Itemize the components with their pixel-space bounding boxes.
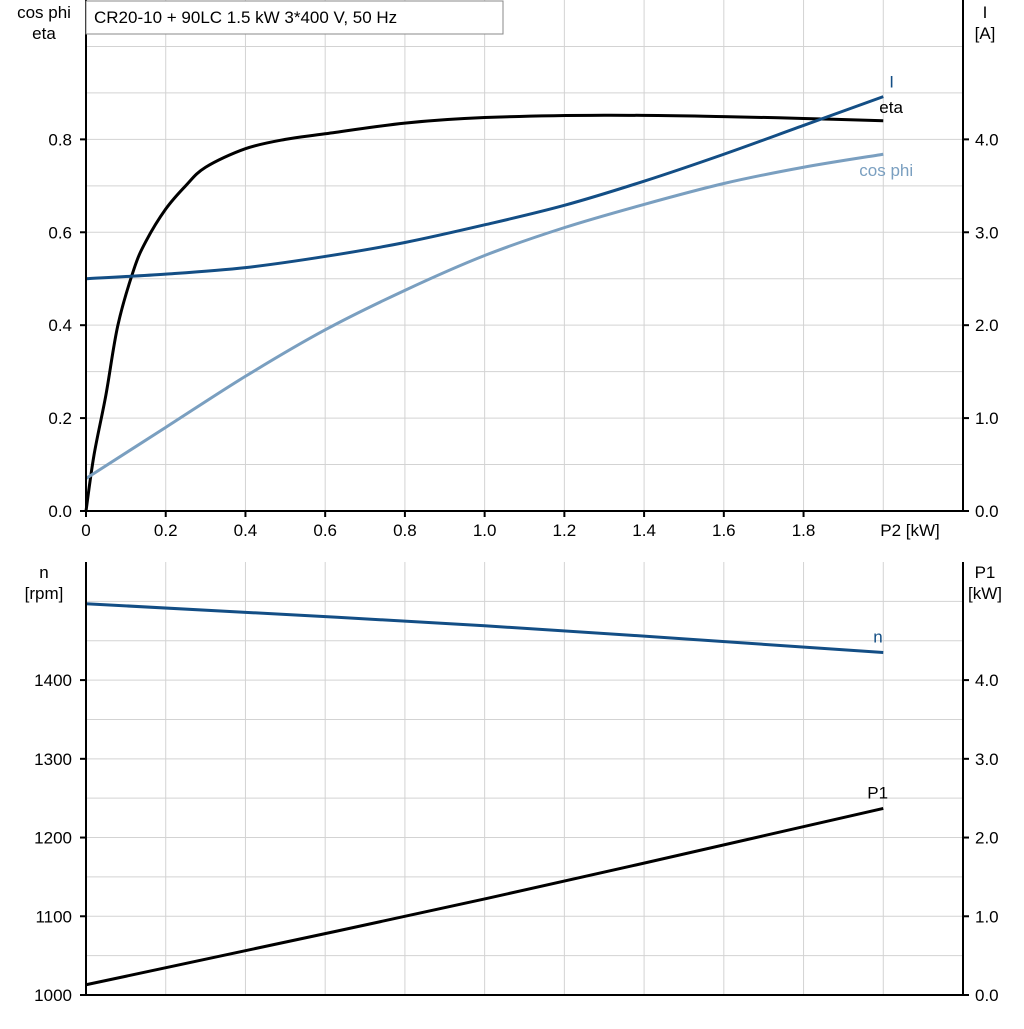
x-tick-label: 1.2 <box>553 521 577 540</box>
series-line-i <box>85 95 884 281</box>
right-tick-label: 2.0 <box>975 829 999 848</box>
left-axis-label: cos phi <box>17 3 71 22</box>
right-tick-label: 1.0 <box>975 907 999 926</box>
x-tick-label: 0 <box>81 521 90 540</box>
series-line-eta <box>84 113 884 512</box>
left-tick-label: 1400 <box>34 671 72 690</box>
series-label-p1: P1 <box>867 783 888 802</box>
left-tick-label: 0.4 <box>48 316 72 335</box>
left-tick-label: 0.8 <box>48 130 72 149</box>
series-label-cos-phi: cos phi <box>859 161 913 180</box>
left-tick-label: 1300 <box>34 750 72 769</box>
right-tick-label: 0.0 <box>975 502 999 521</box>
right-tick-label: 1.0 <box>975 409 999 428</box>
x-tick-label: 0.6 <box>313 521 337 540</box>
x-tick-label: 1.6 <box>712 521 736 540</box>
series-line-cos-phi <box>85 152 884 480</box>
series-line-n <box>85 602 884 655</box>
right-axis-label: [kW] <box>968 584 1002 603</box>
left-axis-label: eta <box>32 24 56 43</box>
left-tick-label: 1200 <box>34 829 72 848</box>
series-label-eta: eta <box>879 98 903 117</box>
right-axis-label: I <box>983 3 988 22</box>
title-box <box>85 0 504 35</box>
x-tick-label: 0.8 <box>393 521 417 540</box>
right-axis-label: [A] <box>975 24 996 43</box>
right-tick-label: 4.0 <box>975 671 999 690</box>
series-top <box>84 95 884 512</box>
x-tick-label: 0.4 <box>234 521 258 540</box>
x-tick-label: 1.0 <box>473 521 497 540</box>
grid-bottom <box>86 562 963 995</box>
chart-title: CR20-10 + 90LC 1.5 kW 3*400 V, 50 Hz <box>94 8 397 27</box>
labels: 0.0 0.2 0.4 0.6 0.8 0.0 1.0 2.0 3.0 4.0 0 0.2 0.4 0.6… <box>17 3 1002 1005</box>
x-tick-label: 0.2 <box>154 521 178 540</box>
left-axis-label: n <box>39 563 48 582</box>
right-tick-label: 4.0 <box>975 130 999 149</box>
left-tick-label: 0.0 <box>48 502 72 521</box>
left-tick-label: 1000 <box>34 986 72 1005</box>
right-tick-label: 3.0 <box>975 750 999 769</box>
x-tick-label: 1.4 <box>632 521 656 540</box>
left-axis-label: [rpm] <box>25 584 64 603</box>
right-axis-label: P1 <box>975 563 996 582</box>
left-tick-label: 0.2 <box>48 409 72 428</box>
left-tick-label: 0.6 <box>48 223 72 242</box>
right-tick-label: 3.0 <box>975 223 999 242</box>
series-label-i: I <box>889 73 894 92</box>
series-bottom <box>85 602 884 987</box>
left-tick-label: 1100 <box>35 907 72 926</box>
series-line-p1 <box>85 806 884 987</box>
right-tick-label: 0.0 <box>975 986 999 1005</box>
right-tick-label: 2.0 <box>975 316 999 335</box>
axes <box>80 0 969 996</box>
x-tick-label: 1.8 <box>792 521 816 540</box>
x-axis-label: P2 [kW] <box>880 521 940 540</box>
series-label-n: n <box>873 628 882 647</box>
grid-top <box>86 0 963 511</box>
